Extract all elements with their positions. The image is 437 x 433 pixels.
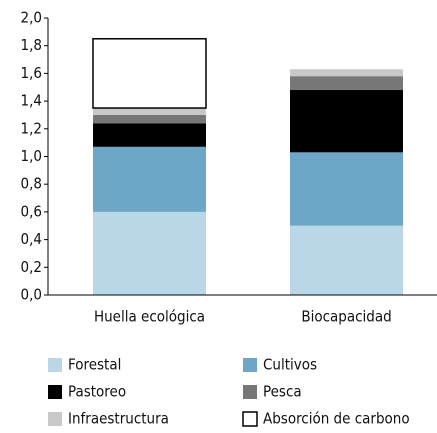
legend-swatch bbox=[243, 385, 257, 399]
legend-label: Pesca bbox=[263, 383, 302, 401]
y-tick-label: 0,6 bbox=[21, 202, 42, 220]
bar-segment bbox=[93, 146, 206, 212]
y-tick-label: 1,0 bbox=[21, 147, 42, 165]
y-tick-label: 1,8 bbox=[21, 36, 42, 54]
legend-label: Infraestructura bbox=[68, 410, 169, 428]
y-tick-label: 1,6 bbox=[21, 64, 42, 82]
bar-segment bbox=[92, 38, 207, 109]
bar-segment bbox=[290, 76, 403, 91]
bar-segment bbox=[290, 90, 403, 153]
y-tick-label: 1,4 bbox=[21, 92, 42, 110]
legend-label: Cultivos bbox=[263, 356, 317, 374]
y-tick-label: 0,4 bbox=[21, 230, 42, 248]
y-tick-label: 2,0 bbox=[21, 9, 42, 27]
y-tick-label: 0,8 bbox=[21, 175, 42, 193]
bar-segment bbox=[290, 225, 403, 295]
bar-segment bbox=[290, 69, 403, 77]
bar-segment bbox=[93, 114, 206, 124]
legend-swatch bbox=[242, 411, 258, 427]
legend-label: Absorción de carbono bbox=[263, 410, 410, 428]
y-tick-label: 0,0 bbox=[21, 286, 42, 304]
bar-segment bbox=[93, 211, 206, 295]
legend-swatch bbox=[48, 358, 62, 372]
legend-swatch bbox=[243, 358, 257, 372]
x-tick-label: Huella ecológica bbox=[94, 308, 205, 326]
legend-swatch bbox=[48, 385, 62, 399]
legend-label: Forestal bbox=[68, 356, 121, 374]
y-tick-label: 1,2 bbox=[21, 119, 42, 137]
bar-segment bbox=[93, 108, 206, 115]
bar-segment bbox=[290, 152, 403, 226]
legend-label: Pastoreo bbox=[68, 383, 126, 401]
x-tick-label: Biocapacidad bbox=[301, 308, 391, 326]
y-tick-label: 0,2 bbox=[21, 258, 42, 276]
legend-swatch bbox=[48, 412, 62, 426]
bar-segment bbox=[93, 123, 206, 147]
